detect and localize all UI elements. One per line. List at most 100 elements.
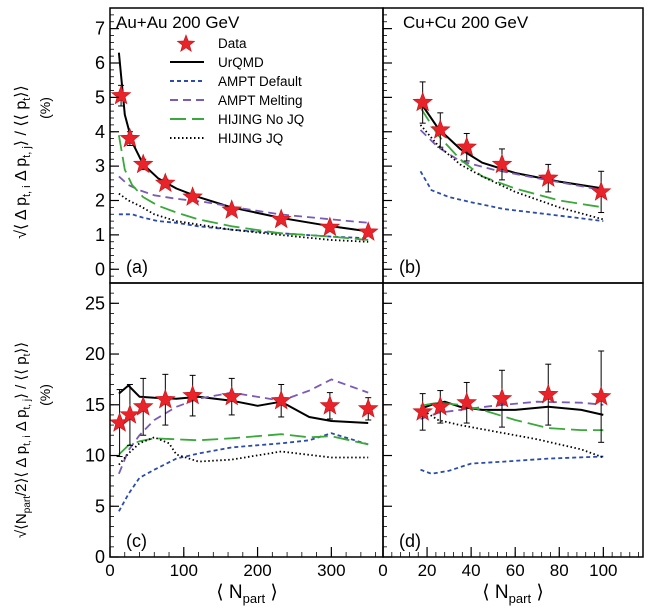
- legend-label: UrQMD: [218, 55, 264, 70]
- data-point: [110, 84, 132, 105]
- x-tick-label: 60: [506, 561, 525, 580]
- panel-a-curve-ampt_melting: [118, 175, 369, 224]
- panel-a-curve-hijing_nojq: [118, 135, 369, 241]
- data-point: [132, 153, 154, 174]
- legend-item-ampt_melting: AMPT Melting: [170, 93, 303, 108]
- panel-c-tag: (c): [126, 531, 147, 551]
- panel-d-curve-hijing_jq: [420, 408, 604, 459]
- data-point: [491, 153, 513, 174]
- x-tick-label: 0: [378, 561, 387, 580]
- legend: Data UrQMD AMPT Default AMPT Melting HIJING …: [170, 34, 304, 146]
- panel-b-data: [412, 81, 612, 214]
- panel-c-curve-urqmd: [118, 384, 369, 424]
- y-tick-label: 5: [95, 496, 105, 516]
- y-tick-label: 2: [95, 191, 105, 211]
- y-tick-label: 20: [85, 344, 105, 364]
- data-point: [412, 91, 434, 112]
- panel-d-curves: [420, 400, 604, 475]
- top-y-axis-label: √⟨ Δ pt, i Δ pt, j⟩ / ⟨⟨ pt⟩⟩: [13, 85, 33, 239]
- bottom-y-unit: (%): [37, 384, 53, 406]
- y-tick-label: 0: [95, 547, 105, 567]
- panel-b-frame: [382, 7, 644, 284]
- y-tick-label: 1: [95, 225, 105, 245]
- data-point: [491, 387, 513, 408]
- y-tick-label: 5: [95, 87, 105, 107]
- panel-c-ticks: 0 5 10 15 20 25 0 100 200 300: [85, 282, 377, 580]
- panel-d-frame: [382, 282, 644, 558]
- data-point: [590, 181, 612, 201]
- panel-c-curve-hijing_jq: [118, 436, 369, 466]
- panel-a-data: [110, 84, 379, 241]
- data-point: [429, 395, 451, 416]
- legend-label: Data: [218, 36, 247, 51]
- panel-a: 0 1 2 3 4 5 6 7 (a) Au+Au 200 GeV: [95, 7, 384, 284]
- panel-b-curve-ampt_default: [419, 170, 604, 222]
- y-tick-label: 0: [95, 259, 105, 279]
- panel-a-system-label: Au+Au 200 GeV: [116, 13, 240, 32]
- panel-b-system-label: Cu+Cu 200 GeV: [403, 13, 529, 32]
- x-tick-label: 80: [550, 561, 569, 580]
- data-point: [270, 208, 292, 229]
- x-tick-label: 20: [418, 561, 437, 580]
- panel-b-ticks: [383, 14, 392, 284]
- data-point: [182, 186, 203, 206]
- data-point: [456, 136, 478, 156]
- panel-a-tag: (a): [126, 257, 148, 277]
- panel-a-ticks: 0 1 2 3 4 5 6 7: [95, 14, 119, 284]
- panel-d-data: [412, 350, 612, 443]
- panel-c-curve-hijing_nojq: [118, 433, 369, 456]
- top-y-unit: (%): [37, 97, 53, 119]
- panel-c-frame: [109, 282, 384, 558]
- data-point: [537, 167, 559, 187]
- panel-c-data: [109, 373, 379, 458]
- legend-item-hijing_jq: HIJING JQ: [170, 131, 283, 146]
- panel-d-tag: (d): [399, 531, 421, 551]
- panel-d: 0 20 40 60 80 100 (d): [378, 282, 644, 580]
- data-point: [182, 384, 203, 405]
- x-tick-label: 40: [462, 561, 481, 580]
- data-point: [357, 221, 379, 241]
- data-point: [429, 119, 451, 139]
- y-tick-label: 10: [85, 446, 105, 466]
- y-tick-label: 15: [85, 395, 105, 415]
- data-point: [590, 385, 612, 406]
- data-point: [456, 391, 478, 412]
- panels-group: 0 1 2 3 4 5 6 7 (a) Au+Au 200 GeV (b) Cu+Cu 200 GeV…: [85, 7, 644, 580]
- data-point: [221, 385, 243, 406]
- y-tick-label: 3: [95, 156, 105, 176]
- legend-label: AMPT Default: [218, 74, 302, 89]
- data-point: [412, 401, 434, 421]
- legend-label: HIJING No JQ: [218, 112, 304, 127]
- y-tick-label: 4: [95, 122, 105, 142]
- panel-c: 0 5 10 15 20 25 0 100 200 300 (c): [85, 282, 384, 580]
- panel-d-ticks: 0 20 40 60 80 100: [378, 282, 639, 580]
- panel-b-tag: (b): [399, 257, 421, 277]
- svg-text:√⟨ Δ pt, i Δ pt, j⟩ / ⟨⟨ pt⟩⟩: √⟨ Δ pt, i Δ pt, j⟩ / ⟨⟨ pt⟩⟩: [13, 85, 33, 239]
- panel-d-curve-hijing_nojq: [420, 401, 604, 432]
- legend-item-urqmd: UrQMD: [170, 55, 264, 70]
- x-tick-label: 100: [170, 561, 198, 580]
- x-axis-label-right: ⟨ Npart ⟩: [482, 582, 544, 606]
- x-tick-label: 300: [317, 561, 345, 580]
- panel-d-curve-ampt_default: [420, 455, 604, 475]
- bottom-y-axis-label: √⟨Npart/2⟩⟨ Δ pt, i Δ pt, j⟩ / ⟨⟨ pt⟩⟩: [13, 342, 33, 538]
- panel-b-curve-ampt_melting: [419, 129, 604, 192]
- x-tick-label: 100: [589, 561, 617, 580]
- data-point: [357, 397, 379, 418]
- data-point: [319, 216, 341, 237]
- data-point: [270, 389, 292, 410]
- y-tick-label: 7: [95, 19, 105, 39]
- legend-item-ampt_default: AMPT Default: [170, 74, 302, 89]
- panel-b-curve-hijing_jq: [419, 124, 604, 221]
- svg-text:√⟨Npart/2⟩⟨ Δ pt, i Δ pt, j⟩ /: √⟨Npart/2⟩⟨ Δ pt, i Δ pt, j⟩ / ⟨⟨ pt⟩⟩: [13, 342, 33, 538]
- legend-symbol: [176, 34, 196, 52]
- data-point: [119, 404, 141, 424]
- panel-c-curve-ampt_melting: [118, 378, 369, 475]
- data-point: [154, 172, 176, 193]
- x-tick-label: 200: [243, 561, 271, 580]
- legend-item-data: Data: [176, 34, 247, 52]
- y-axis-labels: √⟨ Δ pt, i Δ pt, j⟩ / ⟨⟨ pt⟩⟩ √⟨Npart/2⟩…: [13, 85, 53, 538]
- panel-b-curve-hijing_nojq: [419, 107, 604, 209]
- x-axis-labels: ⟨ Npart ⟩ ⟨ Npart ⟩: [216, 582, 544, 606]
